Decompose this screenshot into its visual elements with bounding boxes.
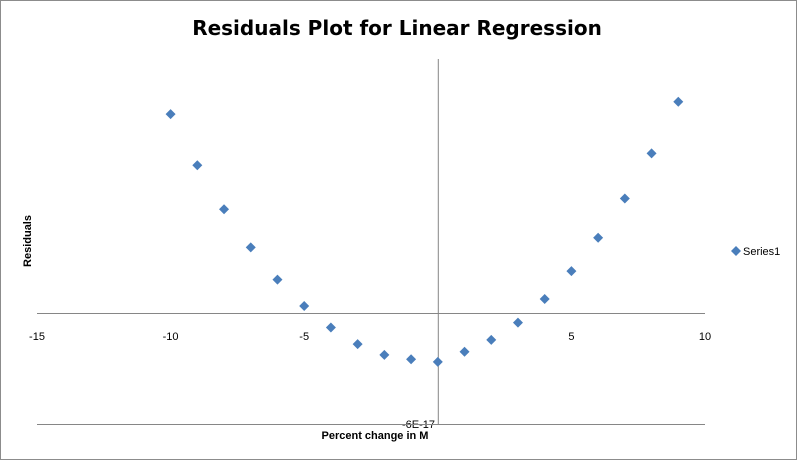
- x-tick-label: -5: [299, 331, 309, 343]
- data-point: [619, 193, 630, 204]
- x-tick-label: 5: [568, 331, 574, 343]
- x-tick-labels: -15 -10 -5 5 10: [29, 331, 711, 343]
- data-point: [566, 266, 577, 277]
- data-point: [593, 232, 604, 243]
- data-point: [245, 242, 256, 253]
- data-point: [432, 356, 443, 367]
- data-point: [325, 322, 336, 333]
- data-point: [406, 354, 417, 365]
- data-point: [272, 274, 283, 285]
- chart-title: Residuals Plot for Linear Regression: [192, 16, 602, 40]
- data-point: [646, 148, 657, 159]
- data-points: [165, 96, 684, 367]
- legend-marker-diamond-icon: [731, 246, 741, 256]
- data-point: [459, 346, 470, 357]
- data-point: [299, 301, 310, 312]
- data-point: [539, 294, 550, 305]
- legend-label: Series1: [743, 246, 780, 258]
- data-point: [486, 334, 497, 345]
- legend: Series1: [731, 246, 780, 258]
- data-point: [512, 317, 523, 328]
- data-point: [192, 160, 203, 171]
- data-point: [352, 339, 363, 350]
- data-point: [673, 96, 684, 107]
- data-point: [219, 204, 230, 215]
- axes: [37, 59, 705, 425]
- y-axis-title: Residuals: [22, 215, 34, 267]
- data-point: [165, 109, 176, 120]
- x-tick-label: 10: [699, 331, 711, 343]
- x-axis-title: Percent change in M: [322, 430, 429, 442]
- x-tick-label: -10: [163, 331, 179, 343]
- data-point: [379, 349, 390, 360]
- x-tick-label: -15: [29, 331, 45, 343]
